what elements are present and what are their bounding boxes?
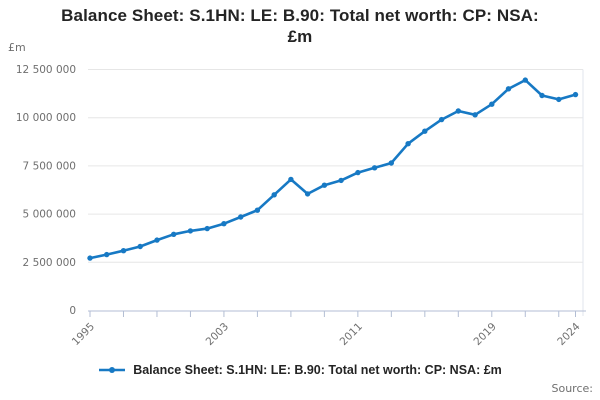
data-point[interactable] [221, 221, 227, 227]
data-point[interactable] [304, 191, 311, 197]
data-point[interactable] [371, 165, 378, 171]
y-tick-label: 10 000 000 [16, 112, 76, 124]
data-point[interactable] [455, 108, 461, 114]
data-point[interactable] [489, 101, 495, 107]
x-tick-label: 2019 [472, 321, 499, 348]
legend-item[interactable]: Balance Sheet: S.1HN: LE: B.90: Total ne… [0, 363, 600, 377]
data-point[interactable] [104, 251, 110, 258]
y-axis-unit-label: £m [8, 41, 26, 54]
y-tick-label: 12 500 000 [16, 64, 76, 76]
data-point[interactable] [338, 177, 344, 184]
data-point[interactable] [271, 192, 277, 198]
data-point[interactable] [171, 231, 177, 237]
legend-line-marker-icon [99, 367, 126, 373]
y-tick-label: 0 [69, 305, 76, 317]
data-point[interactable] [254, 207, 261, 213]
x-tick-label: 2011 [338, 321, 365, 348]
y-tick-label: 7 500 000 [23, 160, 76, 172]
chart-title-line2: £m [287, 26, 313, 46]
data-point[interactable] [422, 128, 428, 134]
chart-title-line1: Balance Sheet: S.1HN: LE: B.90: Total ne… [61, 6, 539, 25]
legend-label: Balance Sheet: S.1HN: LE: B.90: Total ne… [133, 363, 502, 377]
line-chart: 0 2 500 000 5 000 000 7 500 000 10 000 000 12… [16, 64, 586, 348]
data-point[interactable] [556, 96, 562, 103]
series-line[interactable] [88, 78, 577, 260]
data-point[interactable] [238, 214, 244, 220]
data-point[interactable] [522, 77, 528, 83]
data-point[interactable] [321, 182, 328, 188]
x-tick-label: 1995 [70, 321, 97, 348]
data-point[interactable] [405, 141, 411, 147]
data-point[interactable] [120, 248, 127, 254]
data-point[interactable] [204, 225, 210, 232]
data-point[interactable] [472, 112, 478, 118]
y-tick-label: 2 500 000 [23, 257, 76, 269]
y-tick-label: 5 000 000 [23, 209, 76, 221]
data-point[interactable] [438, 116, 445, 123]
data-point[interactable] [288, 176, 294, 183]
x-tick-label: 2003 [204, 321, 231, 348]
x-tick-label: 2024 [555, 320, 583, 348]
data-point[interactable] [87, 255, 93, 261]
data-point[interactable] [388, 160, 394, 166]
data-point[interactable] [572, 91, 579, 98]
data-point[interactable] [154, 237, 160, 243]
data-point[interactable] [187, 228, 194, 234]
data-point[interactable] [355, 169, 361, 176]
data-point[interactable] [137, 243, 143, 250]
chart-title: Balance Sheet: S.1HN: LE: B.90: Total ne… [30, 6, 570, 47]
source-label: Source: [551, 382, 594, 395]
data-point[interactable] [505, 86, 512, 92]
data-point[interactable] [539, 92, 545, 99]
